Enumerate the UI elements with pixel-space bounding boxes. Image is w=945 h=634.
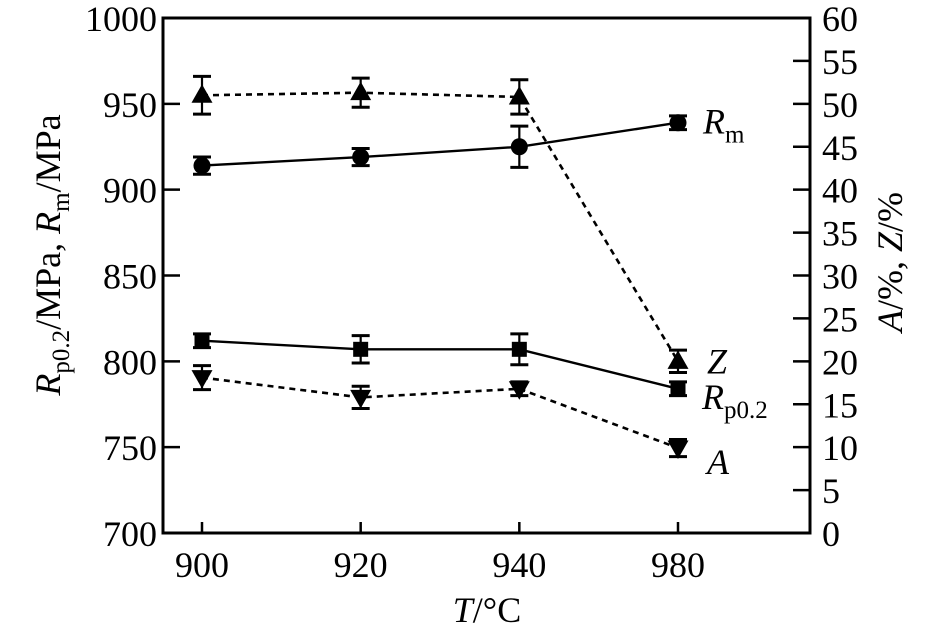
marker-square [353, 341, 369, 357]
marker-square [670, 381, 686, 397]
marker-triangle-down [350, 389, 372, 409]
marker-triangle-up [508, 85, 530, 105]
series-line-A [201, 376, 679, 450]
x-tick-label: 980 [651, 545, 705, 585]
y-right-tick-label: 10 [822, 428, 858, 468]
series-label-A: A [705, 442, 730, 482]
marker-triangle-down [191, 370, 213, 389]
y-right-tick-label: 30 [822, 257, 858, 297]
y-right-tick-label: 20 [822, 342, 858, 382]
y-left-tick-label: 950 [103, 85, 157, 125]
marker-circle [193, 157, 211, 175]
y-left-axis-title-group: Rp0.2/MPa, Rm/MPa [28, 114, 75, 396]
series-label-Z: Z [707, 341, 728, 381]
y-left-tick-label: 900 [103, 171, 157, 211]
y-left-tick-label: 700 [103, 514, 157, 554]
y-right-tick-label: 50 [822, 85, 858, 125]
y-right-axis-title-group: A/%, Z/% [870, 192, 910, 334]
y-right-tick-label: 60 [822, 0, 858, 39]
series-label-Rm: Rm [702, 102, 745, 149]
series-line-Rp0.2 [201, 339, 679, 390]
series-line-Z [201, 91, 680, 362]
series-line-Rm [201, 121, 679, 167]
marker-triangle-up [667, 350, 689, 369]
y-right-tick-label: 35 [822, 214, 858, 254]
x-axis-title: T/°C [453, 590, 521, 630]
y-right-tick-label: 25 [822, 299, 858, 339]
marker-triangle-up [191, 84, 213, 103]
y-right-tick-label: 5 [822, 471, 840, 511]
y-right-axis-title: A/%, Z/% [870, 192, 910, 334]
x-tick-label: 920 [334, 545, 388, 585]
y-right-tick-label: 0 [822, 514, 840, 554]
y-left-tick-label: 800 [103, 342, 157, 382]
y-left-tick-label: 1000 [85, 0, 157, 39]
marker-square [194, 333, 210, 349]
y-right-tick-label: 40 [822, 171, 858, 211]
marker-square [511, 341, 527, 357]
x-tick-label: 940 [492, 545, 546, 585]
y-right-tick-label: 45 [822, 128, 858, 168]
marker-triangle-down [667, 440, 689, 460]
y-right-tick-label: 55 [822, 42, 858, 82]
marker-triangle-up [350, 81, 372, 101]
marker-triangle-down [508, 381, 530, 400]
marker-circle [510, 138, 528, 156]
marker-circle [352, 148, 370, 166]
x-tick-label: 900 [175, 545, 229, 585]
y-right-tick-label: 15 [822, 385, 858, 425]
series-label-Rp0.2: Rp0.2 [701, 377, 768, 424]
y-left-tick-label: 850 [103, 257, 157, 297]
y-left-tick-label: 750 [103, 428, 157, 468]
marker-circle [669, 114, 687, 132]
y-left-axis-title: Rp0.2/MPa, Rm/MPa [28, 114, 75, 396]
